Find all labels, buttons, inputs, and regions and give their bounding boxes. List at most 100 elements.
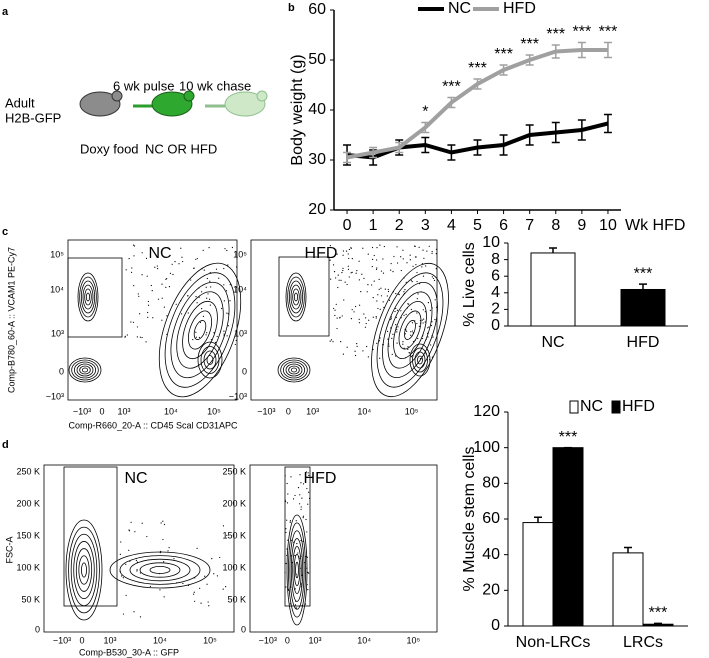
event-dot [289, 521, 291, 523]
event-dot [411, 280, 413, 283]
y-tick-label: −10³ [46, 391, 64, 401]
contour [176, 291, 224, 369]
legend-label: NC [448, 0, 471, 17]
event-dot [210, 338, 212, 341]
event-dot [235, 266, 238, 268]
contour [73, 541, 95, 599]
panel-letter: b [288, 2, 295, 14]
annotation: *** [442, 79, 461, 96]
event-dot [139, 336, 142, 338]
y-tick-label: 250 K [16, 466, 40, 476]
event-dot [199, 587, 201, 589]
event-dot [163, 523, 166, 526]
x-tick-label: 10³ [117, 406, 130, 416]
contour [288, 280, 304, 314]
event-dot [122, 613, 125, 615]
contour [288, 522, 306, 618]
event-dot [193, 267, 195, 269]
contour [68, 526, 100, 614]
event-dot [213, 573, 215, 575]
mouse-ear [256, 90, 268, 102]
event-dot [375, 268, 378, 270]
event-dot [376, 246, 378, 249]
event-dot [226, 335, 228, 337]
error-bar [369, 146, 378, 159]
event-dot [406, 330, 408, 332]
event-dot [382, 258, 384, 260]
event-dot [301, 497, 303, 499]
event-dot [390, 269, 392, 271]
event-dot [131, 267, 133, 269]
event-dot [187, 312, 189, 314]
event-dot [298, 503, 301, 505]
y-tick-label: 100 [473, 439, 500, 456]
event-dot [363, 313, 365, 315]
event-dot [290, 476, 292, 478]
event-dot [409, 254, 411, 256]
event-dot [335, 277, 337, 279]
gate [284, 466, 311, 607]
x-tick-label: 6 [499, 217, 508, 234]
event-dot [400, 256, 402, 258]
event-dot [227, 264, 229, 266]
event-dot [162, 520, 164, 522]
event-dot [339, 317, 341, 319]
x-tick-label: 10⁵ [207, 406, 221, 416]
flow-plot-frame [250, 239, 438, 401]
event-dot [371, 284, 373, 286]
event-dot [308, 491, 310, 493]
event-dot [130, 321, 132, 323]
event-dot [206, 297, 208, 299]
legend-label: NC [580, 398, 603, 415]
x-tick-label: 10⁵ [405, 406, 419, 416]
event-dot [296, 542, 298, 545]
event-dot [329, 340, 331, 342]
event-dot [340, 279, 342, 281]
event-dot [365, 322, 367, 325]
event-dot [202, 315, 205, 318]
event-dot [342, 254, 344, 256]
event-dot [305, 518, 307, 521]
contour [65, 519, 103, 621]
event-dot [334, 314, 336, 317]
event-dot [376, 342, 378, 344]
event-dot [435, 248, 438, 250]
contour [285, 272, 307, 322]
annotation: *** [546, 26, 565, 43]
event-dot [427, 327, 429, 329]
event-dot [128, 257, 130, 260]
error-bar [639, 283, 647, 290]
event-dot [378, 278, 380, 280]
event-dot [416, 298, 418, 300]
event-dot [187, 295, 189, 297]
y-tick-label: 10³ [234, 328, 247, 338]
event-dot [342, 267, 344, 269]
event-dot [307, 472, 309, 474]
error-bar [577, 41, 586, 59]
flow-plot-frame [249, 464, 438, 633]
annotation: *** [559, 429, 578, 446]
contour [290, 367, 298, 373]
event-dot [198, 336, 201, 339]
event-dot [329, 259, 331, 261]
y-tick-label: 10³ [51, 328, 64, 338]
event-dot [199, 321, 202, 324]
event-dot [380, 270, 383, 272]
event-dot [382, 301, 384, 303]
x-tick-label: 10⁵ [203, 635, 217, 645]
contour [282, 361, 306, 379]
event-dot [209, 304, 211, 306]
contour [109, 551, 211, 589]
y-tick-label: 200 K [16, 498, 40, 508]
event-dot [434, 299, 436, 301]
event-dot [138, 295, 140, 297]
event-dot [172, 273, 174, 276]
event-dot [200, 291, 203, 293]
annotation: *** [649, 605, 668, 622]
event-dot [386, 295, 388, 297]
x-tick-label: −10³ [73, 406, 91, 416]
y-tick-label: 150 K [222, 530, 246, 540]
y-tick-label: 150 K [16, 530, 40, 540]
contour [371, 262, 449, 398]
event-dot [404, 289, 406, 291]
